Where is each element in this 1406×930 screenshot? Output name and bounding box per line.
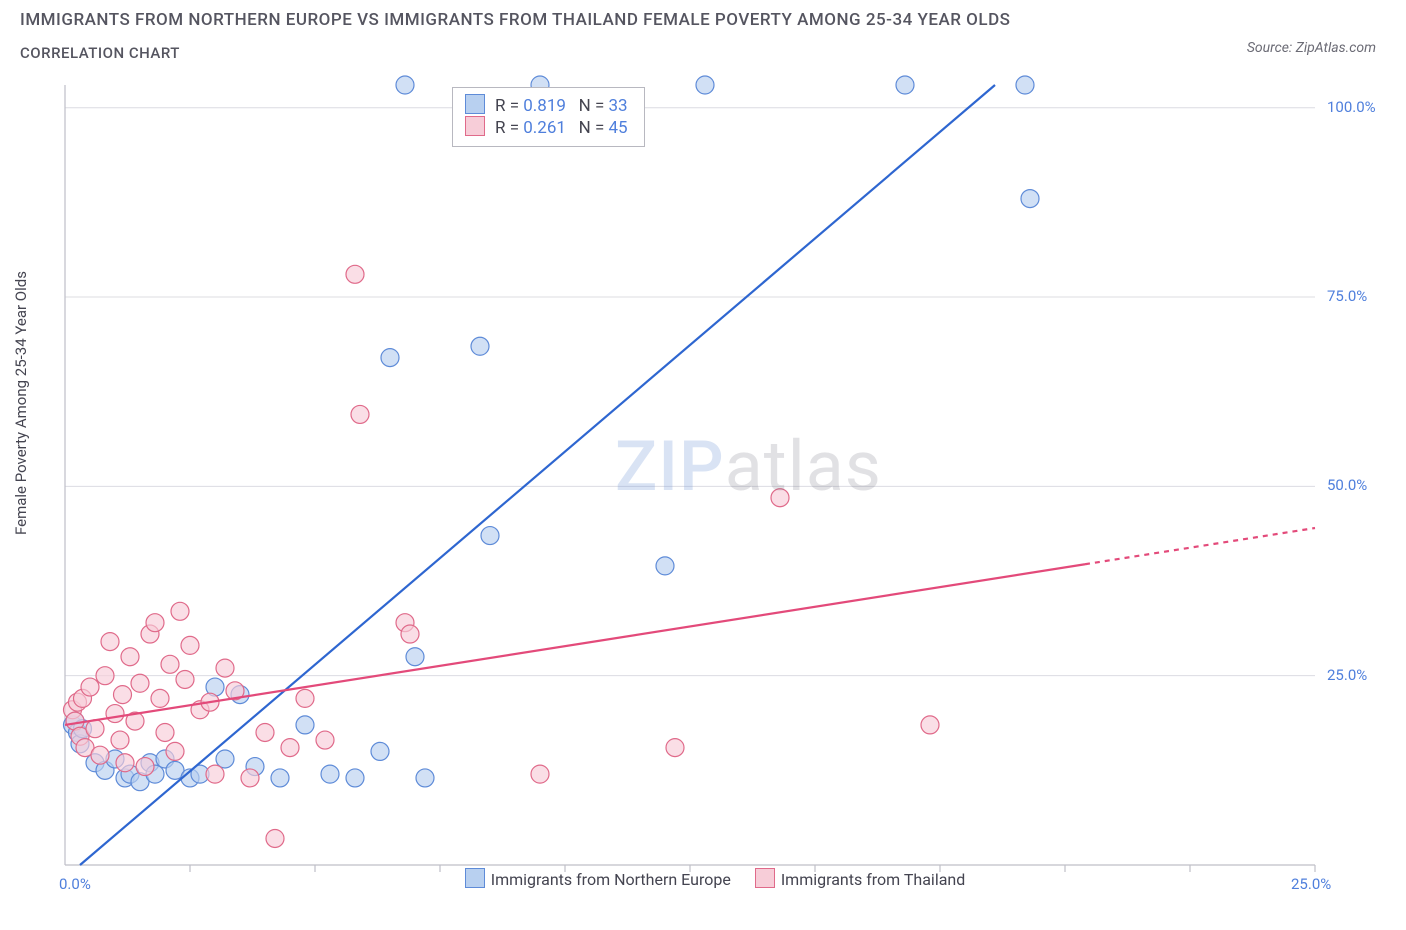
data-point xyxy=(216,659,234,677)
data-point xyxy=(256,723,274,741)
data-point xyxy=(166,742,184,760)
data-point xyxy=(266,829,284,847)
data-point xyxy=(371,742,389,760)
data-point xyxy=(96,667,114,685)
data-point xyxy=(406,648,424,666)
legend-swatch xyxy=(465,868,485,888)
data-point xyxy=(351,405,369,423)
data-point xyxy=(771,489,789,507)
data-point xyxy=(151,689,169,707)
data-point xyxy=(296,716,314,734)
correlation-stats-box: R = 0.819 N = 33R = 0.261 N = 45 xyxy=(452,87,645,147)
legend-label: Immigrants from Thailand xyxy=(781,870,965,889)
stat-row: R = 0.261 N = 45 xyxy=(465,116,628,138)
chart-area: Female Poverty Among 25-34 Year Olds 25.… xyxy=(0,75,1406,895)
y-tick-label: 75.0% xyxy=(1327,287,1367,305)
legend-swatch xyxy=(465,94,485,114)
data-point xyxy=(81,678,99,696)
legend-swatch xyxy=(465,116,485,136)
legend: Immigrants from Northern Europe Immigrant… xyxy=(0,868,1406,889)
data-point xyxy=(121,648,139,666)
trend-line xyxy=(80,85,995,865)
data-point xyxy=(86,720,104,738)
data-point xyxy=(114,686,132,704)
data-point xyxy=(471,337,489,355)
data-point xyxy=(181,636,199,654)
data-point xyxy=(296,689,314,707)
scatter-plot xyxy=(0,75,1406,895)
data-point xyxy=(896,76,914,94)
chart-subtitle: CORRELATION CHART xyxy=(20,44,1010,62)
y-tick-label: 100.0% xyxy=(1327,98,1376,116)
data-point xyxy=(656,557,674,575)
data-point xyxy=(116,754,134,772)
data-point xyxy=(106,705,124,723)
legend-swatch xyxy=(755,868,775,888)
data-point xyxy=(156,723,174,741)
legend-label: Immigrants from Northern Europe xyxy=(491,870,731,889)
data-point xyxy=(396,76,414,94)
stat-row: R = 0.819 N = 33 xyxy=(465,94,628,116)
data-point xyxy=(346,265,364,283)
data-point xyxy=(321,765,339,783)
data-point xyxy=(666,739,684,757)
data-point xyxy=(131,674,149,692)
data-point xyxy=(316,731,334,749)
data-point xyxy=(696,76,714,94)
data-point xyxy=(146,614,164,632)
data-point xyxy=(171,602,189,620)
data-point xyxy=(481,527,499,545)
data-point xyxy=(401,625,419,643)
trend-line-dashed xyxy=(1085,528,1315,564)
data-point xyxy=(531,765,549,783)
data-point xyxy=(1021,190,1039,208)
data-point xyxy=(206,765,224,783)
data-point xyxy=(271,769,289,787)
data-point xyxy=(91,746,109,764)
trend-line xyxy=(65,564,1085,725)
y-tick-label: 25.0% xyxy=(1327,666,1367,684)
data-point xyxy=(161,655,179,673)
data-point xyxy=(281,739,299,757)
data-point xyxy=(241,769,259,787)
data-point xyxy=(921,716,939,734)
data-point xyxy=(381,349,399,367)
source-attribution: Source: ZipAtlas.com xyxy=(1247,40,1376,56)
chart-title: IMMIGRANTS FROM NORTHERN EUROPE VS IMMIG… xyxy=(20,10,1010,30)
data-point xyxy=(111,731,129,749)
data-point xyxy=(176,670,194,688)
data-point xyxy=(101,633,119,651)
data-point xyxy=(1016,76,1034,94)
y-tick-label: 50.0% xyxy=(1327,476,1367,494)
data-point xyxy=(346,769,364,787)
data-point xyxy=(416,769,434,787)
data-point xyxy=(136,758,154,776)
